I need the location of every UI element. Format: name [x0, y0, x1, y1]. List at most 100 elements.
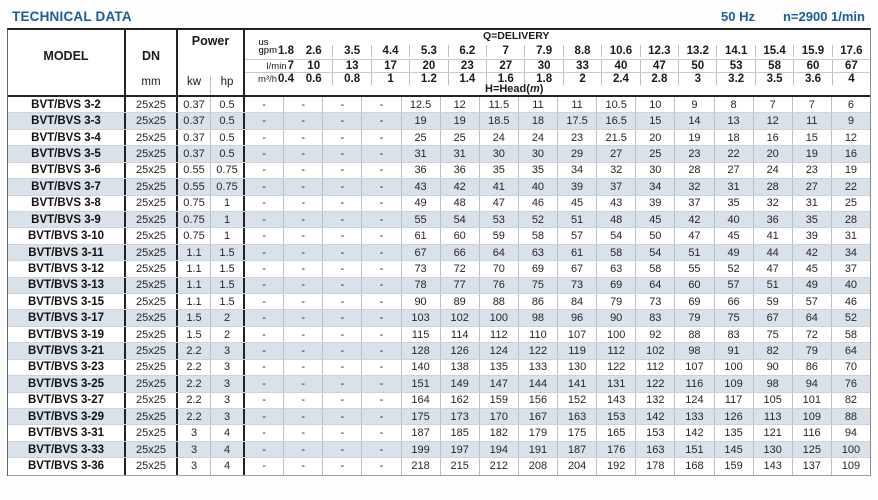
head-value-cell: 9 — [830, 113, 870, 129]
kw-cell: 2.2 — [178, 409, 211, 425]
head-value-cell: - — [262, 345, 266, 358]
head-value-cell: 100 — [713, 359, 753, 376]
head-value-cell: 17.5 — [557, 113, 596, 129]
hp-cell: 1.5 — [211, 277, 245, 294]
head-value-cell: 18 — [517, 113, 557, 129]
head-value-cell: 35 — [791, 211, 831, 228]
table-row: BVT/BVS 3-6 25x25 0.55 0.75- - - -36 36 35 35 34 32… — [8, 162, 870, 180]
head-value-cell: 69 — [674, 294, 713, 310]
gpm-header-row: us gpm 1.8 2.6 3.5 4.4 5.3 6.2 7 7.9 8.8 10.6 12.3… — [245, 38, 870, 59]
head-value-cell: 34 — [557, 162, 596, 179]
head-value-cell: - — [262, 328, 266, 341]
m3h-value: 4 — [831, 73, 870, 86]
power-units: kw hp — [178, 76, 243, 95]
head-value-cell: 42 — [674, 211, 713, 228]
spec-labels: 50 Hz n=2900 1/min — [721, 9, 867, 24]
table-row: BVT/BVS 3-23 25x25 2.2 3- - - -140 138 135 133 130… — [8, 359, 870, 377]
head-value-cell: 10.5 — [596, 97, 635, 113]
head-value-cell: 89 — [439, 294, 479, 310]
head-value-cell: 142 — [674, 425, 713, 441]
head-value-cell: 39 — [791, 228, 831, 244]
head-value-cell: - — [322, 458, 361, 475]
head-value-cell: - — [322, 97, 361, 113]
head-value-cell: - — [322, 211, 361, 228]
head-value-cell: 116 — [791, 425, 831, 441]
head-value-cell: - — [283, 146, 322, 162]
head-value-cell: 35 — [478, 162, 518, 179]
lmin-value: 58 — [754, 60, 793, 73]
gpm-value: 5.3 — [409, 44, 447, 57]
hp-cell: 0.5 — [211, 129, 245, 146]
head-value-cell: 194 — [478, 441, 518, 458]
head-value-cell: 179 — [517, 425, 557, 441]
head-value-cell: - — [361, 129, 400, 146]
lmin-value: 40 — [601, 60, 639, 73]
speed-label: n=2900 1/min — [782, 8, 865, 24]
head-value-cell: 55 — [674, 261, 713, 277]
head-value-cell: 178 — [635, 458, 674, 475]
head-value-cell: 49 — [713, 244, 753, 261]
head-value-cell: - — [361, 458, 400, 475]
head-value-cell: 28 — [674, 162, 713, 179]
head-value-cell: 30 — [635, 162, 674, 179]
head-value-cell: - — [283, 211, 322, 228]
delivery-label: Q=DELIVERY — [483, 30, 550, 42]
head-value-cell: - — [262, 427, 266, 440]
head-value-cell: - — [262, 230, 266, 243]
head-value-cell: 88 — [674, 326, 713, 343]
head-value-cell: 57 — [713, 277, 753, 294]
head-value-cell: 204 — [557, 458, 596, 475]
hp-cell: 2 — [211, 310, 245, 326]
table-body: BVT/BVS 3-2 25x25 0.37 0.5- - - -12.5 12 11.5 11 1… — [8, 97, 870, 476]
head-value-cell: 102 — [635, 343, 674, 359]
head-value-cell: 105 — [752, 392, 792, 409]
head-value-cell: 122 — [596, 359, 635, 376]
kw-cell: 0.37 — [178, 97, 211, 113]
hp-cell: 1 — [211, 195, 245, 211]
head-value-cell: - — [322, 376, 361, 392]
model-cell: BVT/BVS 3-36 — [8, 458, 126, 475]
head-value-cell: 34 — [830, 244, 870, 261]
head-value-cell: 131 — [596, 376, 635, 392]
hp-cell: 2 — [211, 326, 245, 343]
m3h-value: 1 — [370, 73, 409, 86]
gpm-value: 14.1 — [716, 44, 754, 57]
head-value-cell: 72 — [439, 261, 479, 277]
head-value-cell: - — [262, 147, 266, 160]
head-value-cell: 91 — [713, 343, 753, 359]
kw-cell: 1.1 — [178, 294, 211, 310]
head-value-cell: 20 — [752, 146, 792, 162]
head-value-cell: - — [262, 98, 266, 111]
head-value-cell: 122 — [517, 343, 557, 359]
head-value-cell: 101 — [791, 392, 831, 409]
head-value-cell: 149 — [439, 376, 479, 392]
hp-cell: 0.75 — [211, 179, 245, 195]
head-value-cell: 47 — [478, 195, 518, 211]
table-row: BVT/BVS 3-27 25x25 2.2 3- - - -164 162 159 156 152… — [8, 392, 870, 410]
head-value-cell: - — [322, 310, 361, 326]
table-row: BVT/BVS 3-9 25x25 0.75 1- - - -55 54 53 52 51 48 45 4… — [8, 211, 870, 229]
dn-cell: 25x25 — [126, 409, 178, 425]
head-value-cell: 94 — [830, 425, 870, 441]
head-value-cell: - — [361, 343, 400, 359]
head-value-cell: 30 — [478, 146, 518, 162]
head-value-cell: 73 — [400, 261, 440, 277]
head-value-cell: 66 — [439, 244, 479, 261]
head-value-cell: 16 — [752, 129, 792, 146]
dn-cell: 25x25 — [126, 441, 178, 458]
head-value-cell: 119 — [557, 343, 596, 359]
head-value-cell: 24 — [752, 162, 792, 179]
table-row: BVT/BVS 3-36 25x25 3 4- - - -218 215 212 208 204 19… — [8, 458, 870, 475]
head-value-cell: 45 — [635, 211, 674, 228]
gpm-value: 17.6 — [831, 44, 870, 57]
head-value-cell: 64 — [830, 343, 870, 359]
gpm-value: 15.9 — [793, 44, 831, 57]
head-value-cell: 144 — [517, 376, 557, 392]
head-value-cell: 32 — [752, 195, 792, 211]
head-value-cell: - — [322, 343, 361, 359]
head-value-cell: 44 — [752, 244, 792, 261]
kw-cell: 1.1 — [178, 277, 211, 294]
head-value-cell: 63 — [517, 244, 557, 261]
head-value-cell: 102 — [439, 310, 479, 326]
head-value-cell: - — [283, 277, 322, 294]
